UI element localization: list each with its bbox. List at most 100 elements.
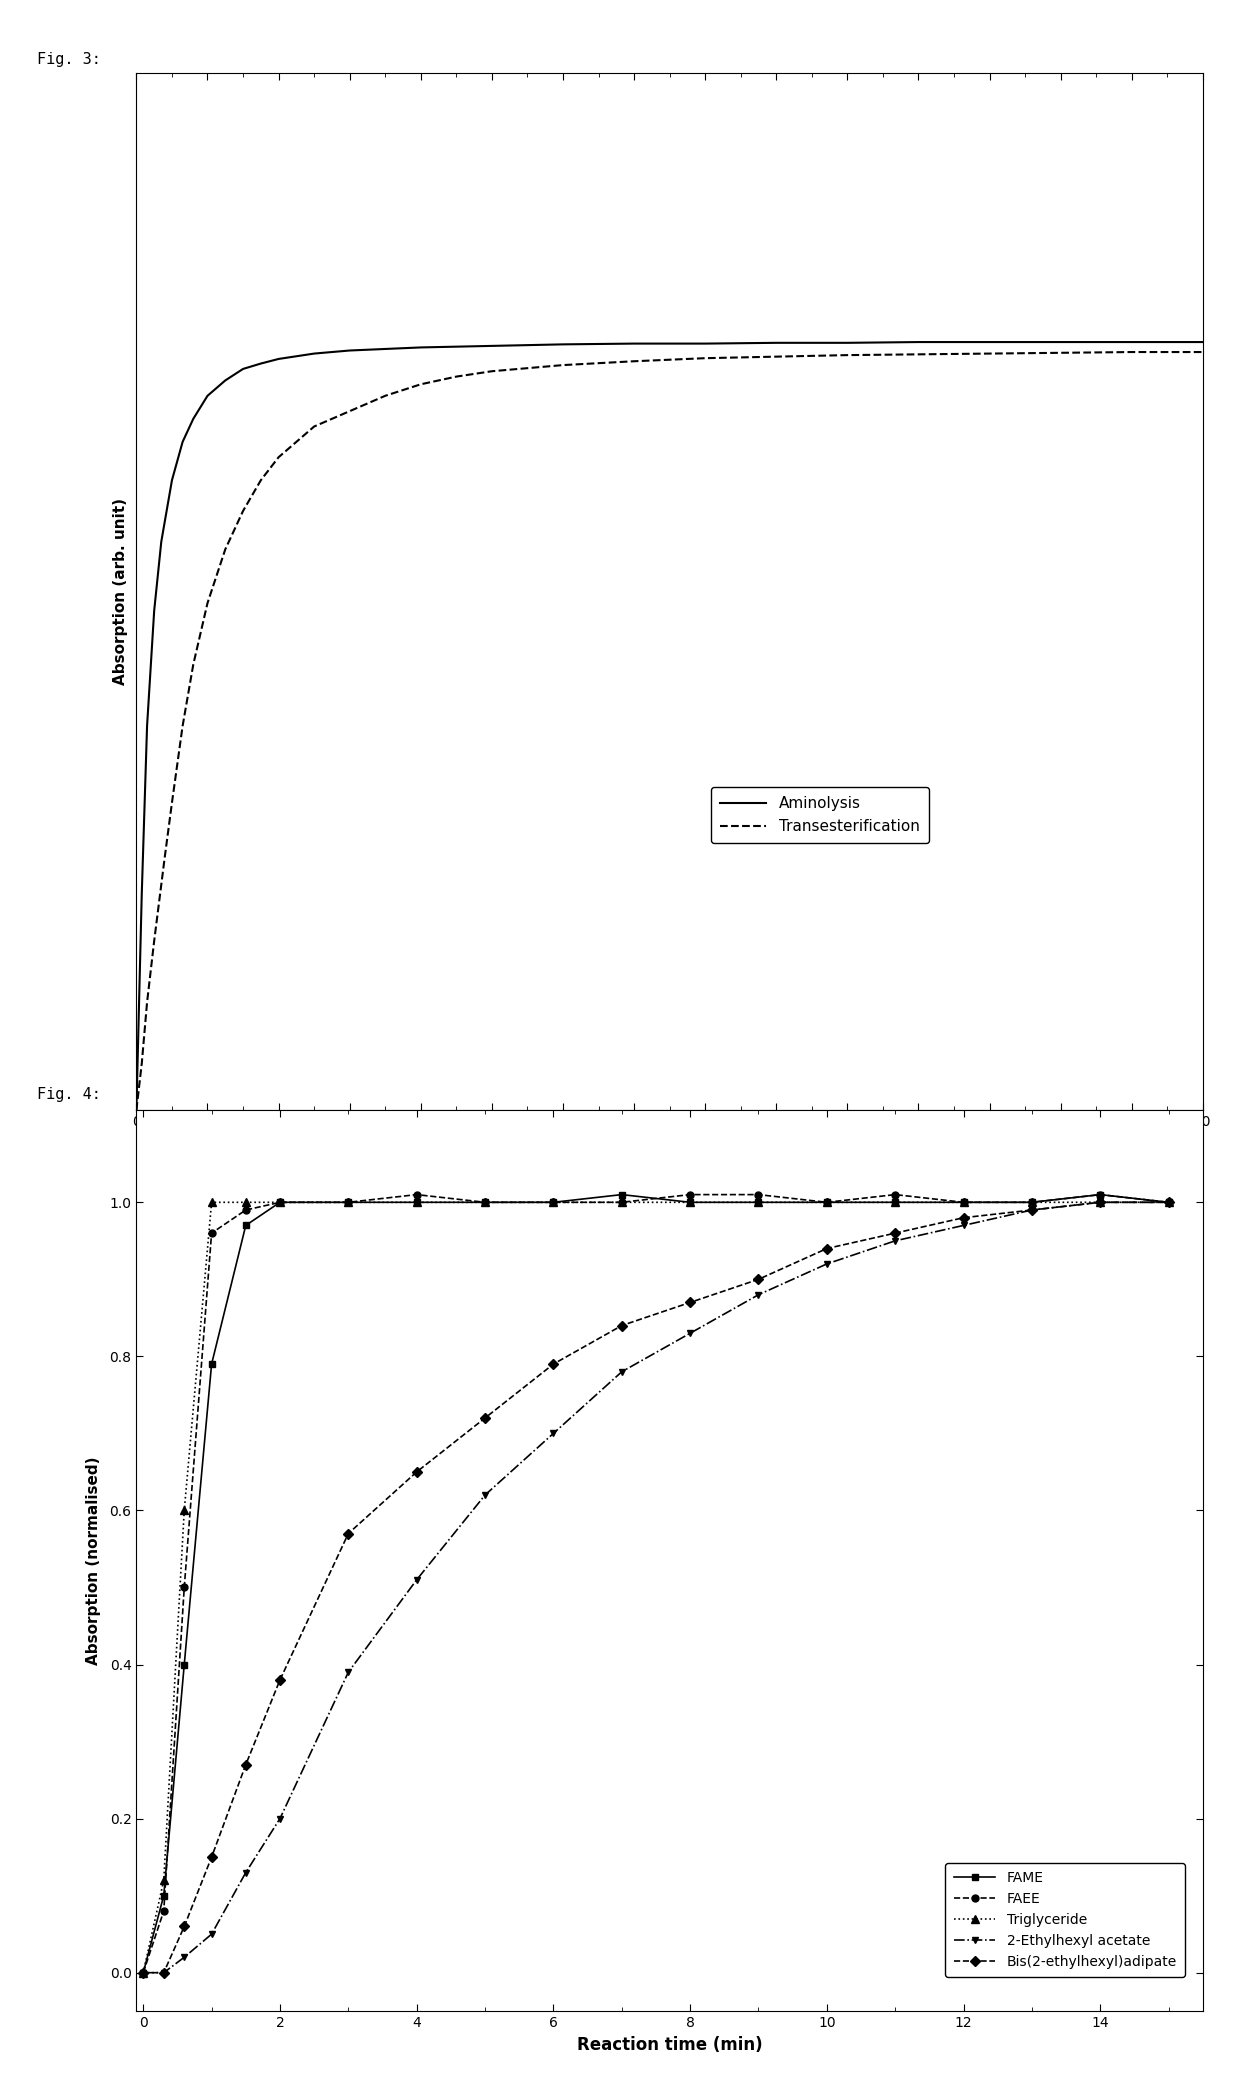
Y-axis label: Absorption (arb. unit): Absorption (arb. unit) — [113, 499, 128, 685]
Aminolysis — [485, 333, 500, 358]
Triglyceride — [1024, 1190, 1039, 1215]
FAEE — [156, 1898, 171, 1923]
Bis(2-ethylhexyl)adipate — [751, 1267, 766, 1293]
Aminolysis — [1195, 329, 1210, 354]
FAEE — [136, 1961, 151, 1986]
FAME — [1092, 1182, 1107, 1207]
2-Ethylhexyl acetate — [409, 1567, 424, 1592]
Bis(2-ethylhexyl)adipate — [888, 1221, 903, 1247]
Aminolysis — [839, 331, 854, 356]
Transesterification — [413, 371, 428, 396]
FAEE — [177, 1575, 192, 1601]
FAME — [477, 1190, 492, 1215]
FAEE — [751, 1182, 766, 1207]
Transesterification — [306, 415, 321, 440]
Aminolysis — [134, 882, 149, 907]
2-Ethylhexyl acetate — [1024, 1198, 1039, 1223]
Transesterification — [626, 348, 641, 373]
Bis(2-ethylhexyl)adipate — [273, 1668, 288, 1693]
Aminolysis — [253, 352, 268, 377]
Transesterification — [449, 365, 464, 390]
Triglyceride — [156, 1867, 171, 1892]
2-Ethylhexyl acetate — [341, 1659, 356, 1684]
2-Ethylhexyl acetate — [177, 1944, 192, 1969]
FAEE — [683, 1182, 698, 1207]
Legend: FAME, FAEE, Triglyceride, 2-Ethylhexyl acetate, Bis(2-ethylhexyl)adipate: FAME, FAEE, Triglyceride, 2-Ethylhexyl a… — [945, 1862, 1185, 1978]
Transesterification — [165, 790, 180, 815]
Bis(2-ethylhexyl)adipate — [1161, 1190, 1176, 1215]
Bis(2-ethylhexyl)adipate — [546, 1351, 560, 1376]
FAME — [136, 1961, 151, 1986]
FAEE — [1024, 1190, 1039, 1215]
Bis(2-ethylhexyl)adipate — [156, 1961, 171, 1986]
FAEE — [409, 1182, 424, 1207]
Bis(2-ethylhexyl)adipate — [177, 1915, 192, 1940]
Triglyceride — [136, 1961, 151, 1986]
2-Ethylhexyl acetate — [136, 1961, 151, 1986]
Triglyceride — [1161, 1190, 1176, 1215]
Aminolysis — [378, 337, 393, 362]
Transesterification — [769, 344, 784, 369]
2-Ethylhexyl acetate — [156, 1961, 171, 1986]
Triglyceride — [956, 1190, 971, 1215]
Bis(2-ethylhexyl)adipate — [477, 1406, 492, 1431]
Aminolysis — [1053, 329, 1068, 354]
FAME — [273, 1190, 288, 1215]
Bis(2-ethylhexyl)adipate — [956, 1205, 971, 1230]
Bis(2-ethylhexyl)adipate — [614, 1314, 629, 1339]
Text: Fig. 3:: Fig. 3: — [37, 52, 102, 67]
Transesterification — [982, 341, 997, 367]
FAME — [1024, 1190, 1039, 1215]
Line: 2-Ethylhexyl acetate: 2-Ethylhexyl acetate — [140, 1198, 1172, 1976]
2-Ethylhexyl acetate — [238, 1860, 253, 1886]
2-Ethylhexyl acetate — [683, 1320, 698, 1345]
Aminolysis — [698, 331, 713, 356]
Transesterification — [140, 989, 155, 1014]
FAME — [238, 1213, 253, 1238]
2-Ethylhexyl acetate — [205, 1921, 219, 1946]
FAME — [156, 1883, 171, 1909]
FAME — [341, 1190, 356, 1215]
Transesterification — [485, 358, 500, 383]
Triglyceride — [683, 1190, 698, 1215]
Aminolysis — [165, 467, 180, 492]
Aminolysis — [140, 714, 155, 740]
Triglyceride — [751, 1190, 766, 1215]
Line: Transesterification: Transesterification — [136, 352, 1203, 1110]
FAME — [205, 1351, 219, 1376]
Transesterification — [253, 467, 268, 492]
Transesterification — [556, 352, 570, 377]
Aminolysis — [626, 331, 641, 356]
FAEE — [341, 1190, 356, 1215]
Transesterification — [698, 346, 713, 371]
FAME — [177, 1653, 192, 1678]
Transesterification — [1053, 339, 1068, 365]
Transesterification — [1195, 339, 1210, 365]
Aminolysis — [342, 337, 357, 362]
FAME — [820, 1190, 835, 1215]
Transesterification — [342, 398, 357, 423]
FAME — [956, 1190, 971, 1215]
FAEE — [1092, 1182, 1107, 1207]
Aminolysis — [306, 341, 321, 367]
Text: Fig. 4:: Fig. 4: — [37, 1087, 102, 1102]
Transesterification — [186, 652, 201, 677]
FAEE — [888, 1182, 903, 1207]
Bis(2-ethylhexyl)adipate — [683, 1291, 698, 1316]
Bis(2-ethylhexyl)adipate — [409, 1460, 424, 1485]
FAME — [751, 1190, 766, 1215]
Transesterification — [839, 344, 854, 369]
Triglyceride — [409, 1190, 424, 1215]
FAEE — [273, 1190, 288, 1215]
X-axis label: Reaction time (min): Reaction time (min) — [577, 2036, 763, 2053]
Aminolysis — [200, 383, 215, 409]
FAEE — [477, 1190, 492, 1215]
Line: Aminolysis: Aminolysis — [136, 341, 1203, 1110]
2-Ethylhexyl acetate — [751, 1282, 766, 1307]
Aminolysis — [175, 429, 190, 455]
Aminolysis — [1125, 329, 1140, 354]
Triglyceride — [477, 1190, 492, 1215]
Triglyceride — [1092, 1190, 1107, 1215]
Triglyceride — [820, 1190, 835, 1215]
FAEE — [614, 1190, 629, 1215]
